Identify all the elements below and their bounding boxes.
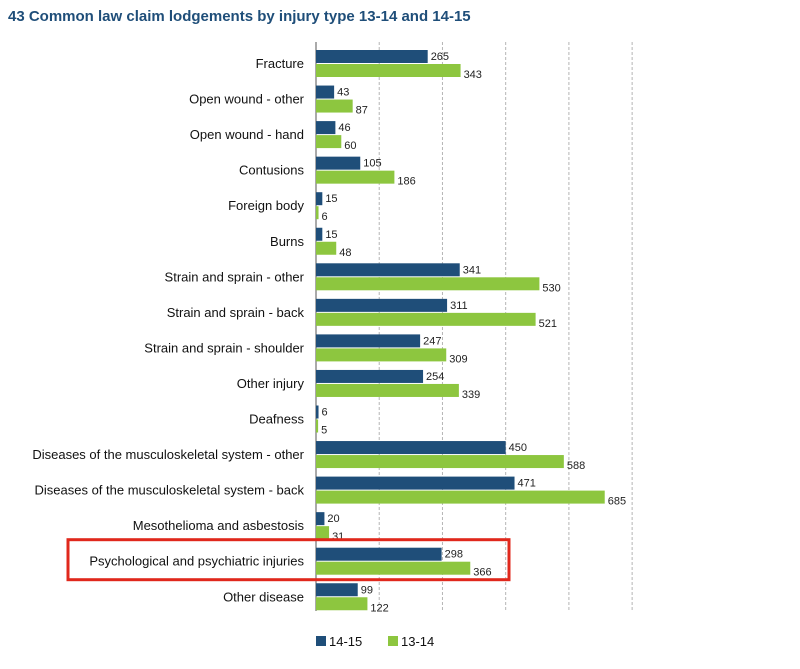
bar-14-15-strain-and-sprain-back bbox=[316, 298, 448, 312]
bar-13-14-open-wound-other bbox=[316, 99, 353, 113]
labels: 265 343 Fracture 43 87 Open wound - other 46 60… bbox=[32, 51, 626, 614]
bar-13-14-other-injury bbox=[316, 383, 459, 397]
value-label-13-14-psychological-and-psychiatric-injuries: 366 bbox=[473, 567, 491, 579]
bar-14-15-other-disease bbox=[316, 583, 358, 597]
category-label-deafness: Deafness bbox=[249, 412, 304, 427]
value-label-14-15-mesothelioma-and-asbestosis: 20 bbox=[327, 513, 339, 525]
bar-14-15-fracture bbox=[316, 50, 428, 63]
category-label-strain-and-sprain-back: Strain and sprain - back bbox=[167, 305, 305, 320]
bar-14-15-burns bbox=[316, 227, 323, 241]
bar-13-14-burns bbox=[316, 241, 337, 255]
category-label-burns: Burns bbox=[270, 234, 304, 249]
value-label-13-14-diseases-of-the-musculoskeletal-system-back: 685 bbox=[608, 496, 626, 508]
value-label-14-15-strain-and-sprain-back: 311 bbox=[450, 300, 468, 312]
category-label-psychological-and-psychiatric-injuries: Psychological and psychiatric injuries bbox=[89, 554, 304, 569]
bar-13-14-mesothelioma-and-asbestosis bbox=[316, 526, 330, 540]
bar-14-15-strain-and-sprain-other bbox=[316, 263, 460, 277]
value-label-13-14-burns: 48 bbox=[339, 247, 351, 259]
bar-14-15-diseases-of-the-musculoskeletal-system-back bbox=[316, 476, 515, 490]
category-label-diseases-of-the-musculoskeletal-system-back: Diseases of the musculoskeletal system -… bbox=[35, 483, 305, 498]
category-label-open-wound-other: Open wound - other bbox=[189, 92, 305, 107]
bar-13-14-foreign-body bbox=[316, 206, 319, 220]
bar-13-14-diseases-of-the-musculoskeletal-system-back bbox=[316, 490, 605, 504]
value-label-13-14-open-wound-hand: 60 bbox=[344, 140, 356, 152]
category-label-diseases-of-the-musculoskeletal-system-other: Diseases of the musculoskeletal system -… bbox=[32, 447, 304, 462]
legend-swatch-14-15 bbox=[316, 636, 326, 646]
bar-13-14-strain-and-sprain-back bbox=[316, 312, 536, 326]
bar-13-14-fracture bbox=[316, 64, 461, 77]
bar-14-15-other-injury bbox=[316, 369, 424, 383]
bar-13-14-contusions bbox=[316, 170, 395, 184]
chart-title: 43 Common law claim lodgements by injury… bbox=[8, 8, 471, 25]
bar-13-14-open-wound-hand bbox=[316, 135, 342, 149]
bar-13-14-strain-and-sprain-shoulder bbox=[316, 348, 447, 362]
category-label-other-disease: Other disease bbox=[223, 589, 304, 604]
category-label-open-wound-hand: Open wound - hand bbox=[190, 127, 304, 142]
value-label-14-15-diseases-of-the-musculoskeletal-system-other: 450 bbox=[509, 442, 527, 454]
value-label-14-15-strain-and-sprain-other: 341 bbox=[463, 264, 481, 276]
value-label-13-14-fracture: 343 bbox=[464, 69, 482, 81]
bars bbox=[316, 50, 605, 611]
value-label-14-15-open-wound-other: 43 bbox=[337, 87, 349, 99]
bar-13-14-other-disease bbox=[316, 597, 368, 611]
value-label-14-15-deafness: 6 bbox=[322, 407, 328, 419]
value-label-13-14-strain-and-sprain-shoulder: 309 bbox=[449, 353, 467, 365]
bar-14-15-contusions bbox=[316, 156, 361, 170]
value-label-13-14-other-injury: 339 bbox=[462, 389, 480, 401]
category-label-strain-and-sprain-shoulder: Strain and sprain - shoulder bbox=[144, 340, 304, 355]
legend-label-14-15: 14-15 bbox=[329, 634, 362, 649]
value-label-14-15-strain-and-sprain-shoulder: 247 bbox=[423, 335, 441, 347]
value-label-13-14-foreign-body: 6 bbox=[322, 211, 328, 223]
legend-label-13-14: 13-14 bbox=[401, 634, 434, 649]
value-label-14-15-open-wound-hand: 46 bbox=[338, 122, 350, 134]
bar-13-14-psychological-and-psychiatric-injuries bbox=[316, 561, 471, 575]
highlight-box bbox=[66, 538, 511, 582]
category-label-other-injury: Other injury bbox=[237, 376, 305, 391]
legend-swatch-13-14 bbox=[388, 636, 398, 646]
value-label-13-14-deafness: 5 bbox=[321, 425, 327, 437]
value-label-14-15-contusions: 105 bbox=[363, 158, 381, 170]
category-label-strain-and-sprain-other: Strain and sprain - other bbox=[165, 269, 305, 284]
value-label-13-14-mesothelioma-and-asbestosis: 31 bbox=[332, 531, 344, 543]
value-label-14-15-diseases-of-the-musculoskeletal-system-back: 471 bbox=[518, 478, 536, 490]
value-label-14-15-other-disease: 99 bbox=[361, 584, 373, 596]
legend: 14-15 13-14 bbox=[316, 634, 434, 649]
value-label-14-15-psychological-and-psychiatric-injuries: 298 bbox=[445, 549, 463, 561]
category-label-foreign-body: Foreign body bbox=[228, 198, 304, 213]
bar-13-14-diseases-of-the-musculoskeletal-system-other bbox=[316, 455, 564, 469]
bar-14-15-diseases-of-the-musculoskeletal-system-other bbox=[316, 441, 506, 455]
bar-14-15-open-wound-hand bbox=[316, 121, 336, 135]
value-label-13-14-contusions: 186 bbox=[397, 176, 415, 188]
value-label-14-15-burns: 15 bbox=[325, 229, 337, 241]
bar-13-14-strain-and-sprain-other bbox=[316, 277, 540, 291]
category-label-mesothelioma-and-asbestosis: Mesothelioma and asbestosis bbox=[133, 518, 305, 533]
value-label-13-14-other-disease: 122 bbox=[370, 602, 388, 614]
value-label-13-14-open-wound-other: 87 bbox=[356, 105, 368, 117]
bar-14-15-psychological-and-psychiatric-injuries bbox=[316, 547, 442, 561]
value-label-14-15-other-injury: 254 bbox=[426, 371, 444, 383]
gridlines bbox=[315, 42, 633, 611]
category-label-fracture: Fracture bbox=[256, 56, 304, 71]
category-label-contusions: Contusions bbox=[239, 163, 305, 178]
value-label-13-14-strain-and-sprain-back: 521 bbox=[539, 318, 557, 330]
value-label-13-14-diseases-of-the-musculoskeletal-system-other: 588 bbox=[567, 460, 585, 472]
value-label-14-15-foreign-body: 15 bbox=[325, 193, 337, 205]
value-label-14-15-fracture: 265 bbox=[431, 51, 449, 63]
bar-14-15-foreign-body bbox=[316, 192, 323, 206]
bar-14-15-strain-and-sprain-shoulder bbox=[316, 334, 421, 348]
bar-13-14-deafness bbox=[316, 419, 319, 433]
value-label-13-14-strain-and-sprain-other: 530 bbox=[542, 282, 560, 294]
bar-14-15-mesothelioma-and-asbestosis bbox=[316, 512, 325, 526]
bar-14-15-deafness bbox=[316, 405, 319, 419]
bar-14-15-open-wound-other bbox=[316, 85, 335, 99]
